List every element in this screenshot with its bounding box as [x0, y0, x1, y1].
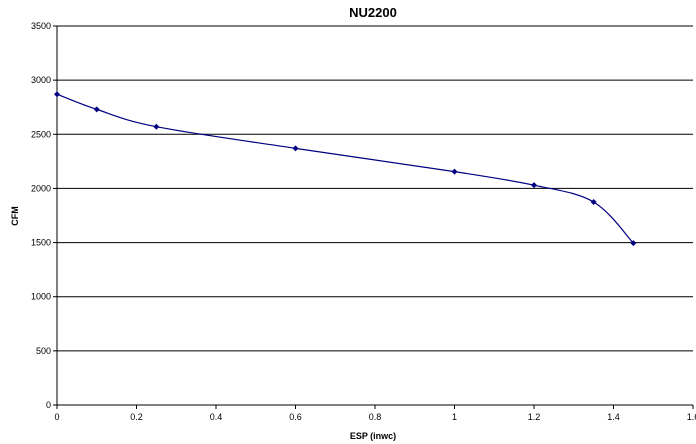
- x-tick-label: 0.4: [210, 412, 223, 422]
- x-tick-label: 0.8: [369, 412, 382, 422]
- x-tick-label: 0.2: [130, 412, 143, 422]
- y-tick-label: 3500: [31, 21, 51, 31]
- y-tick-label: 2500: [31, 129, 51, 139]
- gridlines: [57, 25, 693, 352]
- x-axis-label: ESP (inwc): [350, 431, 396, 441]
- data-point-marker: [531, 182, 537, 189]
- axes: [56, 26, 693, 406]
- y-tick-label: 0: [46, 400, 51, 410]
- data-point-marker: [451, 168, 458, 175]
- y-axis-label: CFM: [10, 206, 20, 226]
- y-tick-label: 2000: [31, 183, 51, 193]
- chart-title: NU2200: [349, 5, 397, 20]
- data-point-marker: [630, 240, 637, 247]
- y-tick-label: 500: [36, 346, 51, 356]
- x-axis-ticks: 0 0.2 0.4 0.6 0.8 1 1.2 1.4 1.6: [54, 405, 696, 422]
- data-point-marker: [590, 198, 597, 205]
- y-tick-label: 1000: [31, 292, 51, 302]
- x-tick-label: 0.6: [289, 412, 302, 422]
- x-tick-label: 1.2: [528, 412, 541, 422]
- series-line-0: [56, 93, 634, 244]
- x-tick-label: 0: [54, 412, 59, 422]
- data-point-marker: [292, 145, 299, 152]
- x-tick-label: 1: [452, 412, 457, 422]
- series-layer: [54, 91, 637, 247]
- x-tick-label: 1.4: [607, 412, 620, 422]
- y-tick-label: 1500: [31, 238, 51, 248]
- data-point-marker: [153, 123, 160, 130]
- x-tick-label: 1.6: [687, 412, 696, 422]
- y-tick-label: 3000: [31, 75, 51, 85]
- data-point-marker: [93, 106, 100, 113]
- data-point-marker: [54, 91, 60, 98]
- y-axis-ticks: 0 500 1000 1500 2000 2500 3000 3500: [31, 21, 57, 410]
